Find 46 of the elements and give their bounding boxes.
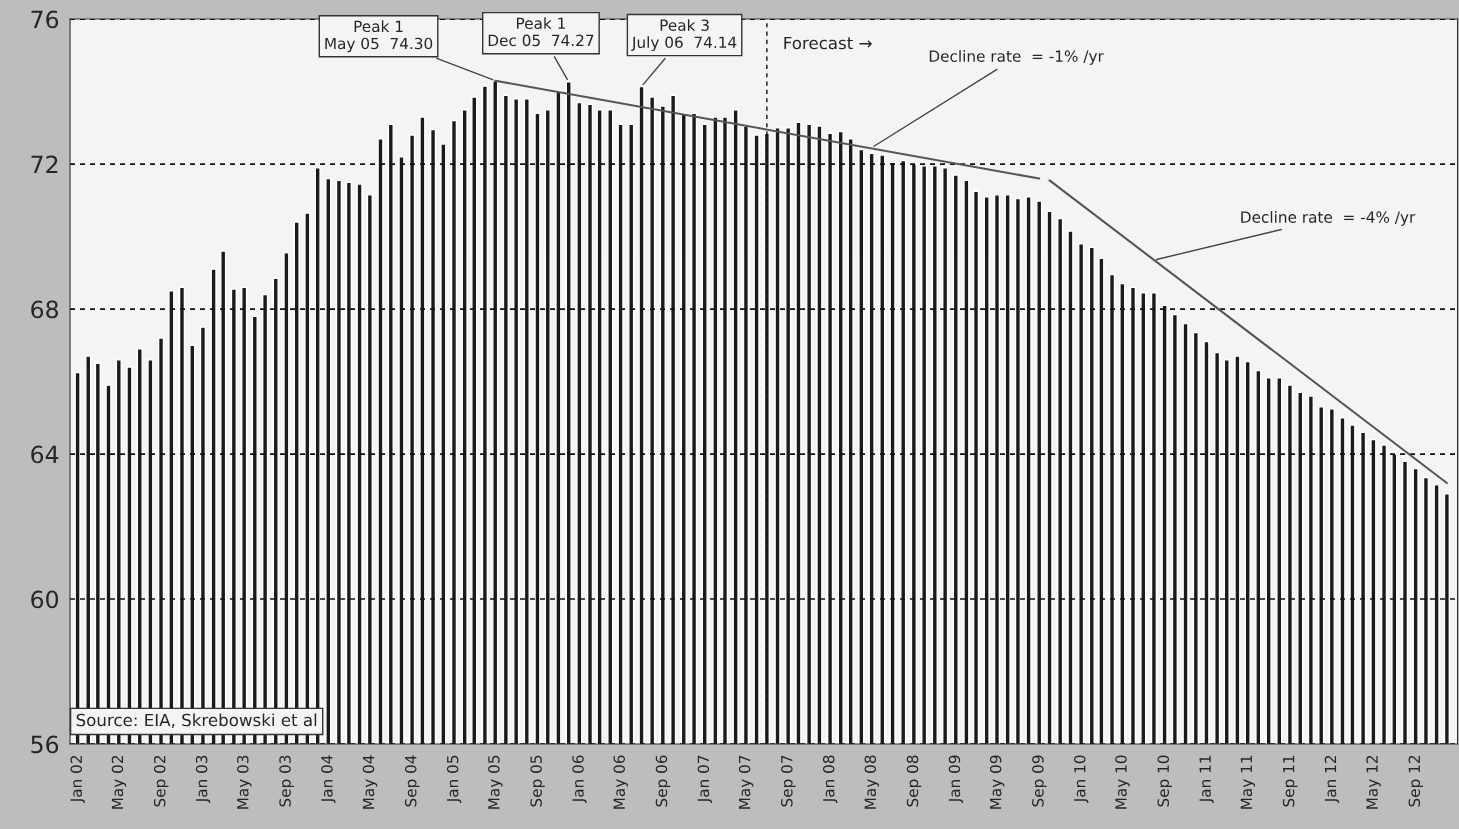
x-tick-label: May 05 <box>488 755 503 809</box>
x-tick-label: Sep 12 <box>1408 755 1424 807</box>
annotation: Peak 1 Dec 05 74.27 <box>488 17 594 47</box>
y-tick-label: 56 <box>31 735 59 754</box>
x-tick-label: Sep 04 <box>404 755 420 807</box>
x-tick-label: May 07 <box>738 755 754 809</box>
x-tick-label: Sep 09 <box>1032 755 1047 807</box>
x-tick-label: May 10 <box>1115 755 1130 809</box>
x-tick-label: May 12 <box>1366 755 1381 809</box>
x-tick-label: Sep 10 <box>1157 755 1172 807</box>
annotation: Decline rate = -1% /yr <box>929 50 1104 65</box>
x-tick-label: Sep 02 <box>153 755 169 807</box>
x-tick-label: Jan 12 <box>1324 755 1340 804</box>
x-tick-label: Jan 07 <box>697 755 712 804</box>
x-tick-label: Sep 08 <box>906 755 922 807</box>
x-tick-label: Jan 11 <box>1199 755 1214 804</box>
x-tick-label: May 11 <box>1240 755 1256 809</box>
x-tick-label: Jan 09 <box>948 755 964 804</box>
y-tick-label: 60 <box>31 590 59 609</box>
y-tick-label: 68 <box>31 300 58 319</box>
annotation: Peak 3 July 06 74.14 <box>631 19 737 52</box>
x-tick-label: Sep 05 <box>530 755 545 807</box>
x-tick-label: Sep 03 <box>279 755 294 807</box>
x-tick-label: May 06 <box>613 755 628 809</box>
x-tick-label: Jan 03 <box>195 755 211 804</box>
ref-line-label: Forecast → <box>784 36 872 50</box>
x-tick-label: Jan 02 <box>70 755 85 804</box>
x-tick-label: May 08 <box>864 755 880 809</box>
x-tick-label: Sep 11 <box>1282 755 1298 807</box>
x-tick-label: Sep 07 <box>781 755 796 807</box>
x-tick-label: Jan 06 <box>572 755 587 804</box>
x-tick-label: Jan 04 <box>321 755 336 804</box>
x-tick-label: May 04 <box>362 755 378 809</box>
x-tick-label: May 09 <box>989 755 1005 809</box>
x-tick-label: Jan 08 <box>822 755 838 804</box>
y-tick-label: 64 <box>31 445 59 464</box>
annotation: Source: EIA, Skrebowski et al <box>76 713 317 728</box>
annotation: Peak 1 May 05 74.30 <box>325 20 433 53</box>
x-tick-label: Jan 05 <box>446 755 462 804</box>
annotation: Decline rate = -4% /yr <box>1241 211 1416 226</box>
x-tick-label: Sep 06 <box>655 755 671 807</box>
y-tick-label: 76 <box>31 10 59 29</box>
x-tick-label: May 03 <box>237 755 252 809</box>
x-tick-label: May 02 <box>111 755 127 809</box>
y-tick-label: 72 <box>31 155 58 174</box>
x-tick-label: Jan 10 <box>1074 755 1089 804</box>
